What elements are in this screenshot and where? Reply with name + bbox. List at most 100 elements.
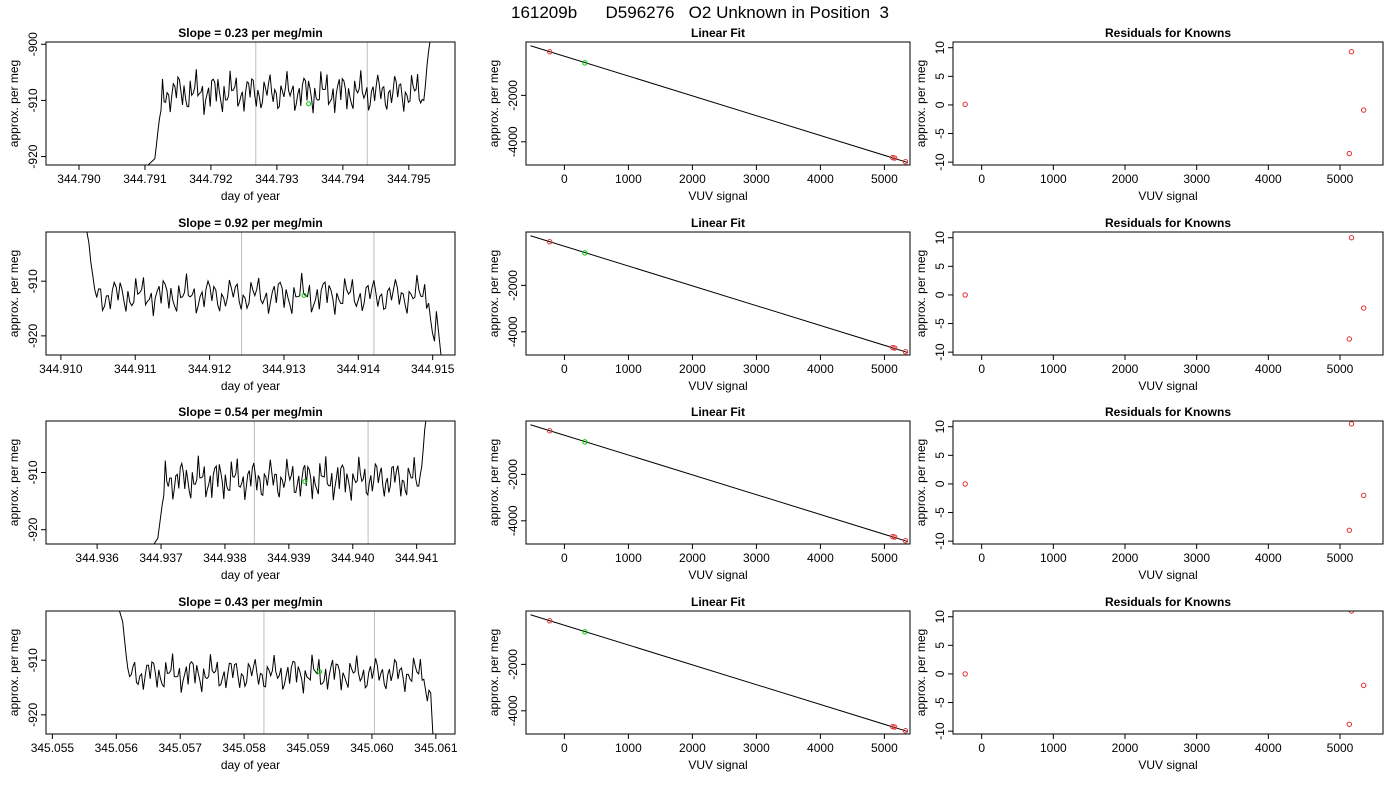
x-tick-label: 3000 <box>743 362 770 376</box>
y-axis-label: approx. per meg <box>7 60 21 147</box>
y-tick-label: -4000 <box>506 695 520 726</box>
plot-frame <box>45 41 456 166</box>
y-tick-label: 5 <box>933 642 947 649</box>
y-tick-label: -900 <box>26 32 40 56</box>
known-point <box>891 155 898 161</box>
fit-line <box>530 424 908 542</box>
known-point <box>1348 421 1355 427</box>
x-tick-label: 344.912 <box>188 362 232 376</box>
y-tick-label: -920 <box>26 703 40 727</box>
series-line <box>118 611 434 734</box>
y-tick-label: -2000 <box>506 80 520 111</box>
plot-area <box>962 235 1367 342</box>
known-point <box>1348 49 1355 55</box>
figure-title: 161209b D596276 O2 Unknown in Position 3 <box>510 3 890 22</box>
y-tick-label: 5 <box>933 263 947 270</box>
x-tick-label: 1000 <box>615 362 642 376</box>
known-point <box>546 428 553 434</box>
panel-title: Linear Fit <box>691 595 745 609</box>
x-axis-label: day of year <box>221 758 280 772</box>
series-line <box>147 42 431 165</box>
x-tick-label: 345.059 <box>286 741 330 755</box>
x-tick-label: 344.936 <box>75 551 119 565</box>
panel-r2-fit: Linear Fit 0 1000 2000 3000 4000 5000 -4000 -200… <box>487 216 911 393</box>
x-tick-label: 344.913 <box>262 362 306 376</box>
plot-frame <box>45 610 456 735</box>
y-axis-label: approx. per meg <box>914 250 928 337</box>
x-tick-label: 0 <box>561 551 568 565</box>
y-tick-label: 0 <box>933 480 947 487</box>
x-tick-label: 1000 <box>615 741 642 755</box>
y-tick-label: -5 <box>933 697 947 708</box>
y-tick-label: -10 <box>933 722 947 740</box>
x-tick-label: 0 <box>561 172 568 186</box>
unknown-mean-point <box>306 101 312 107</box>
panel-r1-fit: Linear Fit 0 1000 2000 3000 4000 5000 -4000 -200… <box>487 26 911 203</box>
y-axis-label: approx. per meg <box>7 439 21 526</box>
x-tick-label: 1000 <box>1040 172 1067 186</box>
x-tick-label: 2000 <box>1112 362 1139 376</box>
y-tick-label: 5 <box>933 73 947 80</box>
y-tick-label: -910 <box>26 460 40 484</box>
panel-title: Slope = 0.43 per meg/min <box>178 595 322 609</box>
known-point <box>891 724 898 730</box>
panel-title: Linear Fit <box>691 216 745 230</box>
unknown-mean-point <box>317 669 323 675</box>
y-tick-label: -2000 <box>506 459 520 490</box>
x-axis-label: VUV signal <box>688 568 747 582</box>
panel-r4-fit: Linear Fit 0 1000 2000 3000 4000 5000 -4000 -200… <box>487 595 911 772</box>
plot-area <box>962 421 1367 533</box>
x-tick-label: 344.937 <box>139 551 183 565</box>
x-tick-label: 344.794 <box>321 172 365 186</box>
panel-title: Slope = 0.54 per meg/min <box>178 405 322 419</box>
plot-area <box>530 235 909 355</box>
x-tick-label: 3000 <box>743 551 770 565</box>
y-axis-label: approx. per meg <box>7 629 21 716</box>
y-tick-label: 5 <box>933 452 947 459</box>
y-axis-label: approx. per meg <box>914 439 928 526</box>
x-tick-label: 1000 <box>615 172 642 186</box>
x-tick-label: 345.056 <box>95 741 139 755</box>
y-tick-label: -5 <box>933 318 947 329</box>
fit-line <box>530 45 908 163</box>
x-tick-label: 5000 <box>1327 172 1354 186</box>
x-tick-label: 1000 <box>1040 551 1067 565</box>
x-tick-label: 4000 <box>1255 741 1282 755</box>
y-tick-label: 10 <box>933 41 947 55</box>
known-point <box>962 671 968 677</box>
known-point <box>546 239 553 245</box>
x-tick-label: 345.057 <box>159 741 203 755</box>
y-axis-label: approx. per meg <box>487 60 501 147</box>
panel-title: Residuals for Knowns <box>1105 405 1231 419</box>
x-axis-label: VUV signal <box>1138 189 1197 203</box>
x-tick-label: 345.060 <box>350 741 394 755</box>
unknown-mean-point <box>301 292 307 298</box>
known-point <box>1360 492 1367 499</box>
plot-frame <box>45 420 456 545</box>
x-tick-label: 4000 <box>807 741 834 755</box>
x-axis-label: VUV signal <box>688 379 747 393</box>
y-tick-label: 0 <box>933 670 947 677</box>
y-axis-label: approx. per meg <box>487 250 501 337</box>
x-tick-label: 5000 <box>871 172 898 186</box>
plot-frame <box>525 231 911 356</box>
x-tick-label: 2000 <box>1112 741 1139 755</box>
y-tick-label: -920 <box>26 324 40 348</box>
x-tick-label: 3000 <box>743 741 770 755</box>
plot-frame <box>525 41 911 166</box>
y-tick-label: -4000 <box>506 505 520 536</box>
known-point <box>1346 721 1353 727</box>
y-tick-label: -10 <box>933 343 947 361</box>
panel-title: Residuals for Knowns <box>1105 595 1231 609</box>
unknown-point <box>582 439 588 445</box>
known-point <box>902 538 909 544</box>
panel-title: Residuals for Knowns <box>1105 216 1231 230</box>
x-tick-label: 344.795 <box>387 172 431 186</box>
x-tick-label: 0 <box>978 172 985 186</box>
panel-r4-resid: Residuals for Knowns 0 1000 2000 3000 4000 500… <box>914 595 1384 772</box>
plot-area <box>85 232 442 355</box>
y-axis-label: approx. per meg <box>487 629 501 716</box>
x-tick-label: 5000 <box>871 362 898 376</box>
series-line <box>153 421 427 544</box>
plot-area <box>530 614 909 734</box>
